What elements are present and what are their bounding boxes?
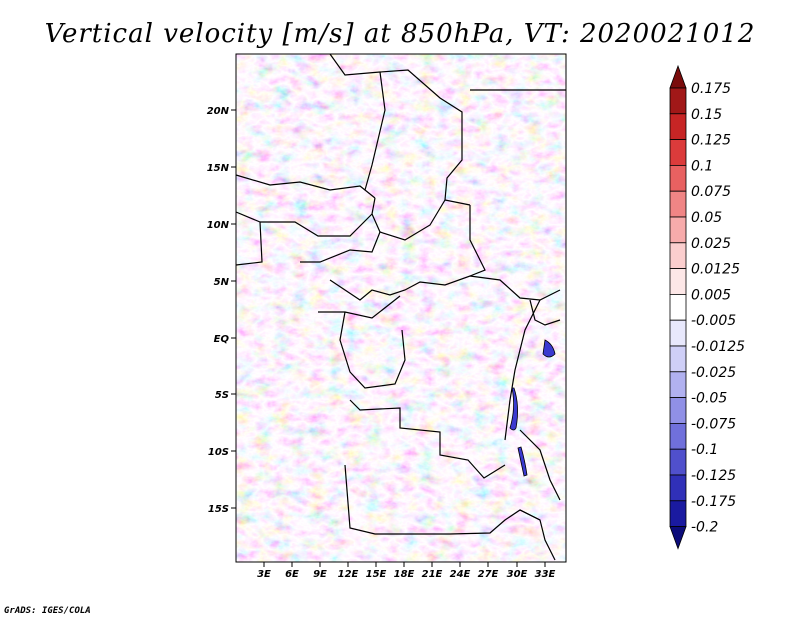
lakes (509, 339, 556, 477)
colorbar-segment (669, 242, 687, 270)
lat-tick-label: 10N (207, 220, 230, 231)
lon-tick-label: 33E (535, 569, 556, 580)
lat-tick: 10N (207, 220, 236, 231)
colorbar-label: -0.2 (691, 520, 718, 536)
lon-tick-label: 30E (507, 569, 528, 580)
lat-tick: 5S (215, 390, 236, 401)
lat-tick-label: EQ (214, 334, 230, 345)
colorbar-segment (669, 268, 687, 295)
lon-tick: 21E (422, 562, 443, 580)
lat-tick: 10S (208, 447, 236, 458)
lat-tick-label: 15S (208, 504, 229, 515)
colorbar-arrow-bottom (669, 526, 687, 550)
map-frame (235, 53, 567, 563)
colorbar-label: -0.025 (691, 365, 736, 381)
colorbar-segment (669, 87, 687, 115)
lon-tick-label: 9E (313, 569, 327, 580)
colorbar-segment (669, 500, 687, 527)
lon-tick-label: 15E (366, 569, 387, 580)
country-boundaries (235, 53, 566, 561)
colorbar-segment (669, 422, 687, 450)
colorbar-segment (669, 448, 687, 476)
credit-text: GrADS: IGES/COLA (4, 606, 91, 616)
lon-tick: 15E (366, 562, 387, 580)
lon-tick-label: 27E (478, 569, 499, 580)
colorbar-segment (669, 113, 687, 141)
colorbar-label: 0.025 (691, 236, 731, 252)
colorbar-label: -0.0125 (691, 339, 745, 355)
lon-tick-label: 3E (257, 569, 271, 580)
colorbar-label: -0.125 (691, 468, 736, 484)
colorbar-segment (669, 474, 687, 502)
lon-tick: 24E (450, 562, 471, 580)
colorbar-label: -0.075 (691, 416, 736, 432)
colorbar-segment (669, 371, 687, 398)
lat-tick: EQ (214, 334, 236, 345)
latitude-axis: 20N 15N 10N 5N EQ 5S 10S 15S (207, 106, 236, 515)
lon-tick-label: 18E (394, 569, 415, 580)
lat-tick: 15S (208, 504, 236, 515)
colorbar-label: 0.125 (691, 133, 731, 149)
colorbar-label: -0.005 (691, 313, 736, 329)
colorbar-segment (669, 293, 687, 321)
lat-tick-label: 5S (215, 390, 229, 401)
colorbar-segment (669, 139, 687, 166)
lon-tick-label: 24E (450, 569, 471, 580)
colorbar-label: 0.175 (691, 81, 731, 97)
colorbar-segment (669, 164, 687, 192)
lat-tick: 5N (214, 277, 236, 288)
lat-tick: 20N (207, 106, 236, 117)
colorbar-label: -0.05 (691, 391, 727, 407)
longitude-axis: 3E 6E 9E 12E 15E 18E 21E 24E 27E 30E 33E (257, 562, 556, 580)
colorbar-label: 0.0125 (691, 262, 740, 278)
lon-tick: 6E (285, 562, 299, 580)
colorbar-segment (669, 216, 687, 244)
lon-tick: 27E (478, 562, 499, 580)
colorbar-segment (669, 190, 687, 218)
map-panel (235, 53, 567, 563)
colorbar-segment (669, 319, 687, 347)
colorbar-label: 0.1 (691, 158, 713, 174)
colorbar-label: -0.1 (691, 442, 718, 458)
colorbar-label: 0.05 (691, 210, 722, 226)
lon-tick: 3E (257, 562, 271, 580)
colorbar-label: -0.175 (691, 494, 736, 510)
lat-tick: 15N (207, 163, 236, 174)
lon-tick: 9E (313, 562, 327, 580)
lon-tick-label: 21E (422, 569, 443, 580)
lon-tick: 30E (507, 562, 528, 580)
lat-tick-label: 5N (214, 277, 230, 288)
lat-tick-label: 20N (207, 106, 230, 117)
colorbar-segment (669, 345, 687, 373)
colorbar-segment (669, 397, 687, 424)
lat-tick-label: 15N (207, 163, 230, 174)
colorbar: 0.175 0.15 0.125 0.1 0.075 0.05 0.025 0.0125 0.0… (669, 64, 745, 550)
lon-tick: 33E (535, 562, 556, 580)
chart-title: Vertical velocity [m/s] at 850hPa, VT: 2… (45, 19, 756, 49)
lon-tick: 18E (394, 562, 415, 580)
lat-tick-label: 10S (208, 447, 229, 458)
colorbar-label: 0.15 (691, 107, 722, 123)
lon-tick: 12E (338, 562, 359, 580)
colorbar-label: 0.005 (691, 287, 731, 303)
colorbar-label: 0.075 (691, 184, 731, 200)
lon-tick-label: 12E (338, 569, 359, 580)
vertical-velocity-field (236, 54, 566, 562)
lon-tick-label: 6E (285, 569, 299, 580)
colorbar-arrow-top (669, 64, 687, 89)
